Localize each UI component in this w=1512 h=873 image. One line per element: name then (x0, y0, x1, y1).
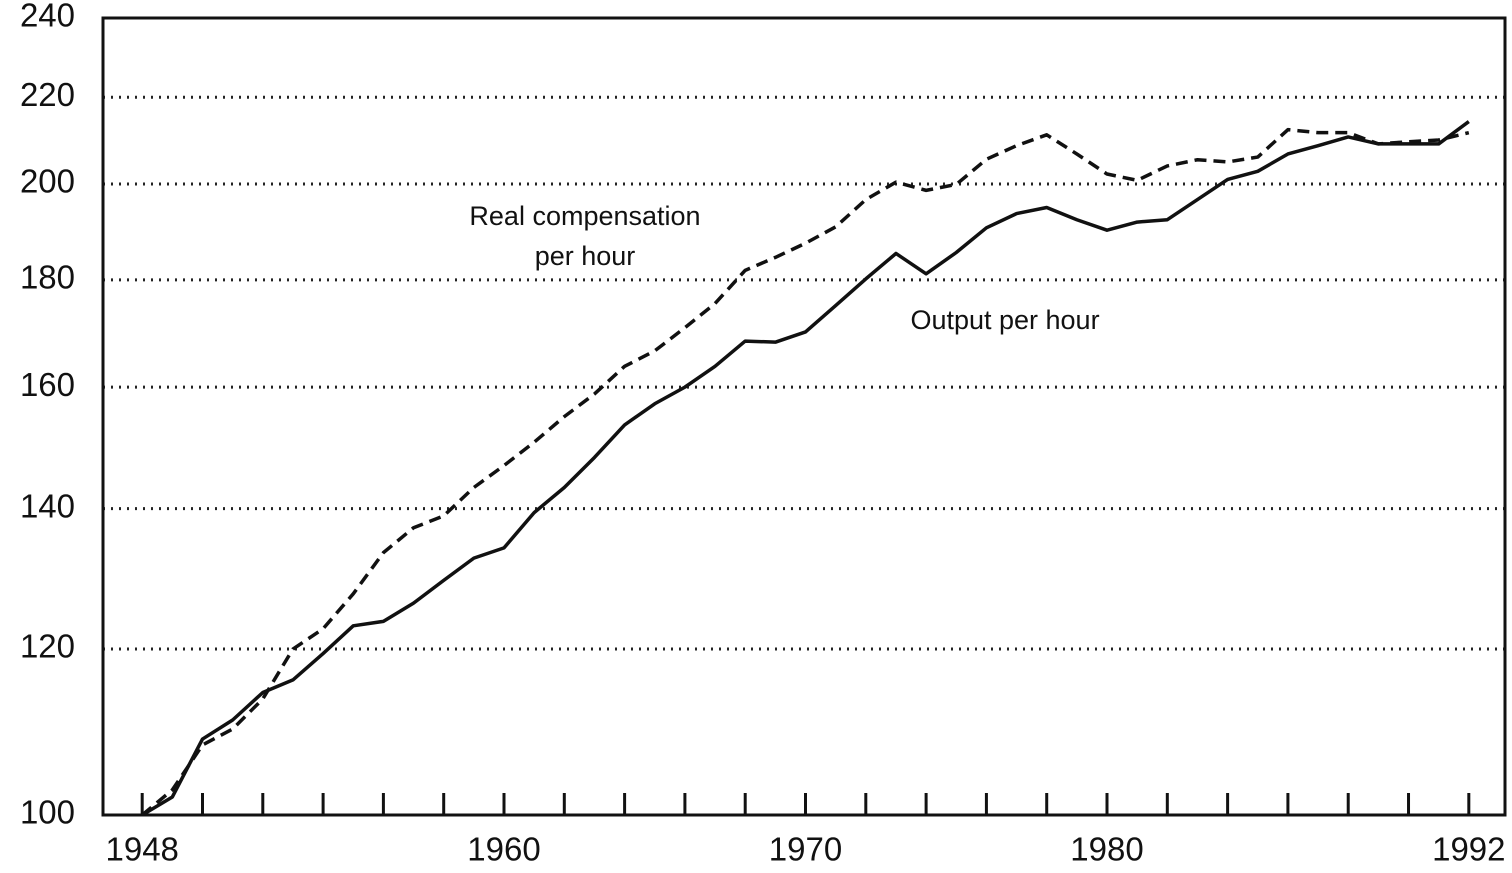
y-tick-label: 160 (20, 366, 75, 403)
y-tick-label: 100 (20, 794, 75, 831)
y-tick-label: 240 (20, 0, 75, 34)
y-tick-label: 140 (20, 487, 75, 524)
series-label-text: Output per hour (910, 305, 1100, 335)
x-tick-label: 1960 (467, 831, 540, 868)
y-tick-label: 200 (20, 163, 75, 200)
series-line (141, 120, 1470, 817)
series-line (141, 127, 1470, 817)
x-tick-label: 1980 (1070, 831, 1143, 868)
x-tick-label: 1970 (769, 831, 842, 868)
y-tick-label: 220 (20, 76, 75, 113)
series-label: Output per hour (910, 305, 1100, 335)
y-tick-label: 180 (20, 259, 75, 296)
plot-frame (101, 16, 1507, 817)
series-label-text: Real compensation per hour (469, 201, 701, 271)
x-tick-label: 1948 (105, 831, 178, 868)
x-tick-label: 1992 (1432, 831, 1505, 868)
series-label: Real compensation per hour (469, 201, 701, 271)
y-tick-label: 120 (20, 628, 75, 665)
